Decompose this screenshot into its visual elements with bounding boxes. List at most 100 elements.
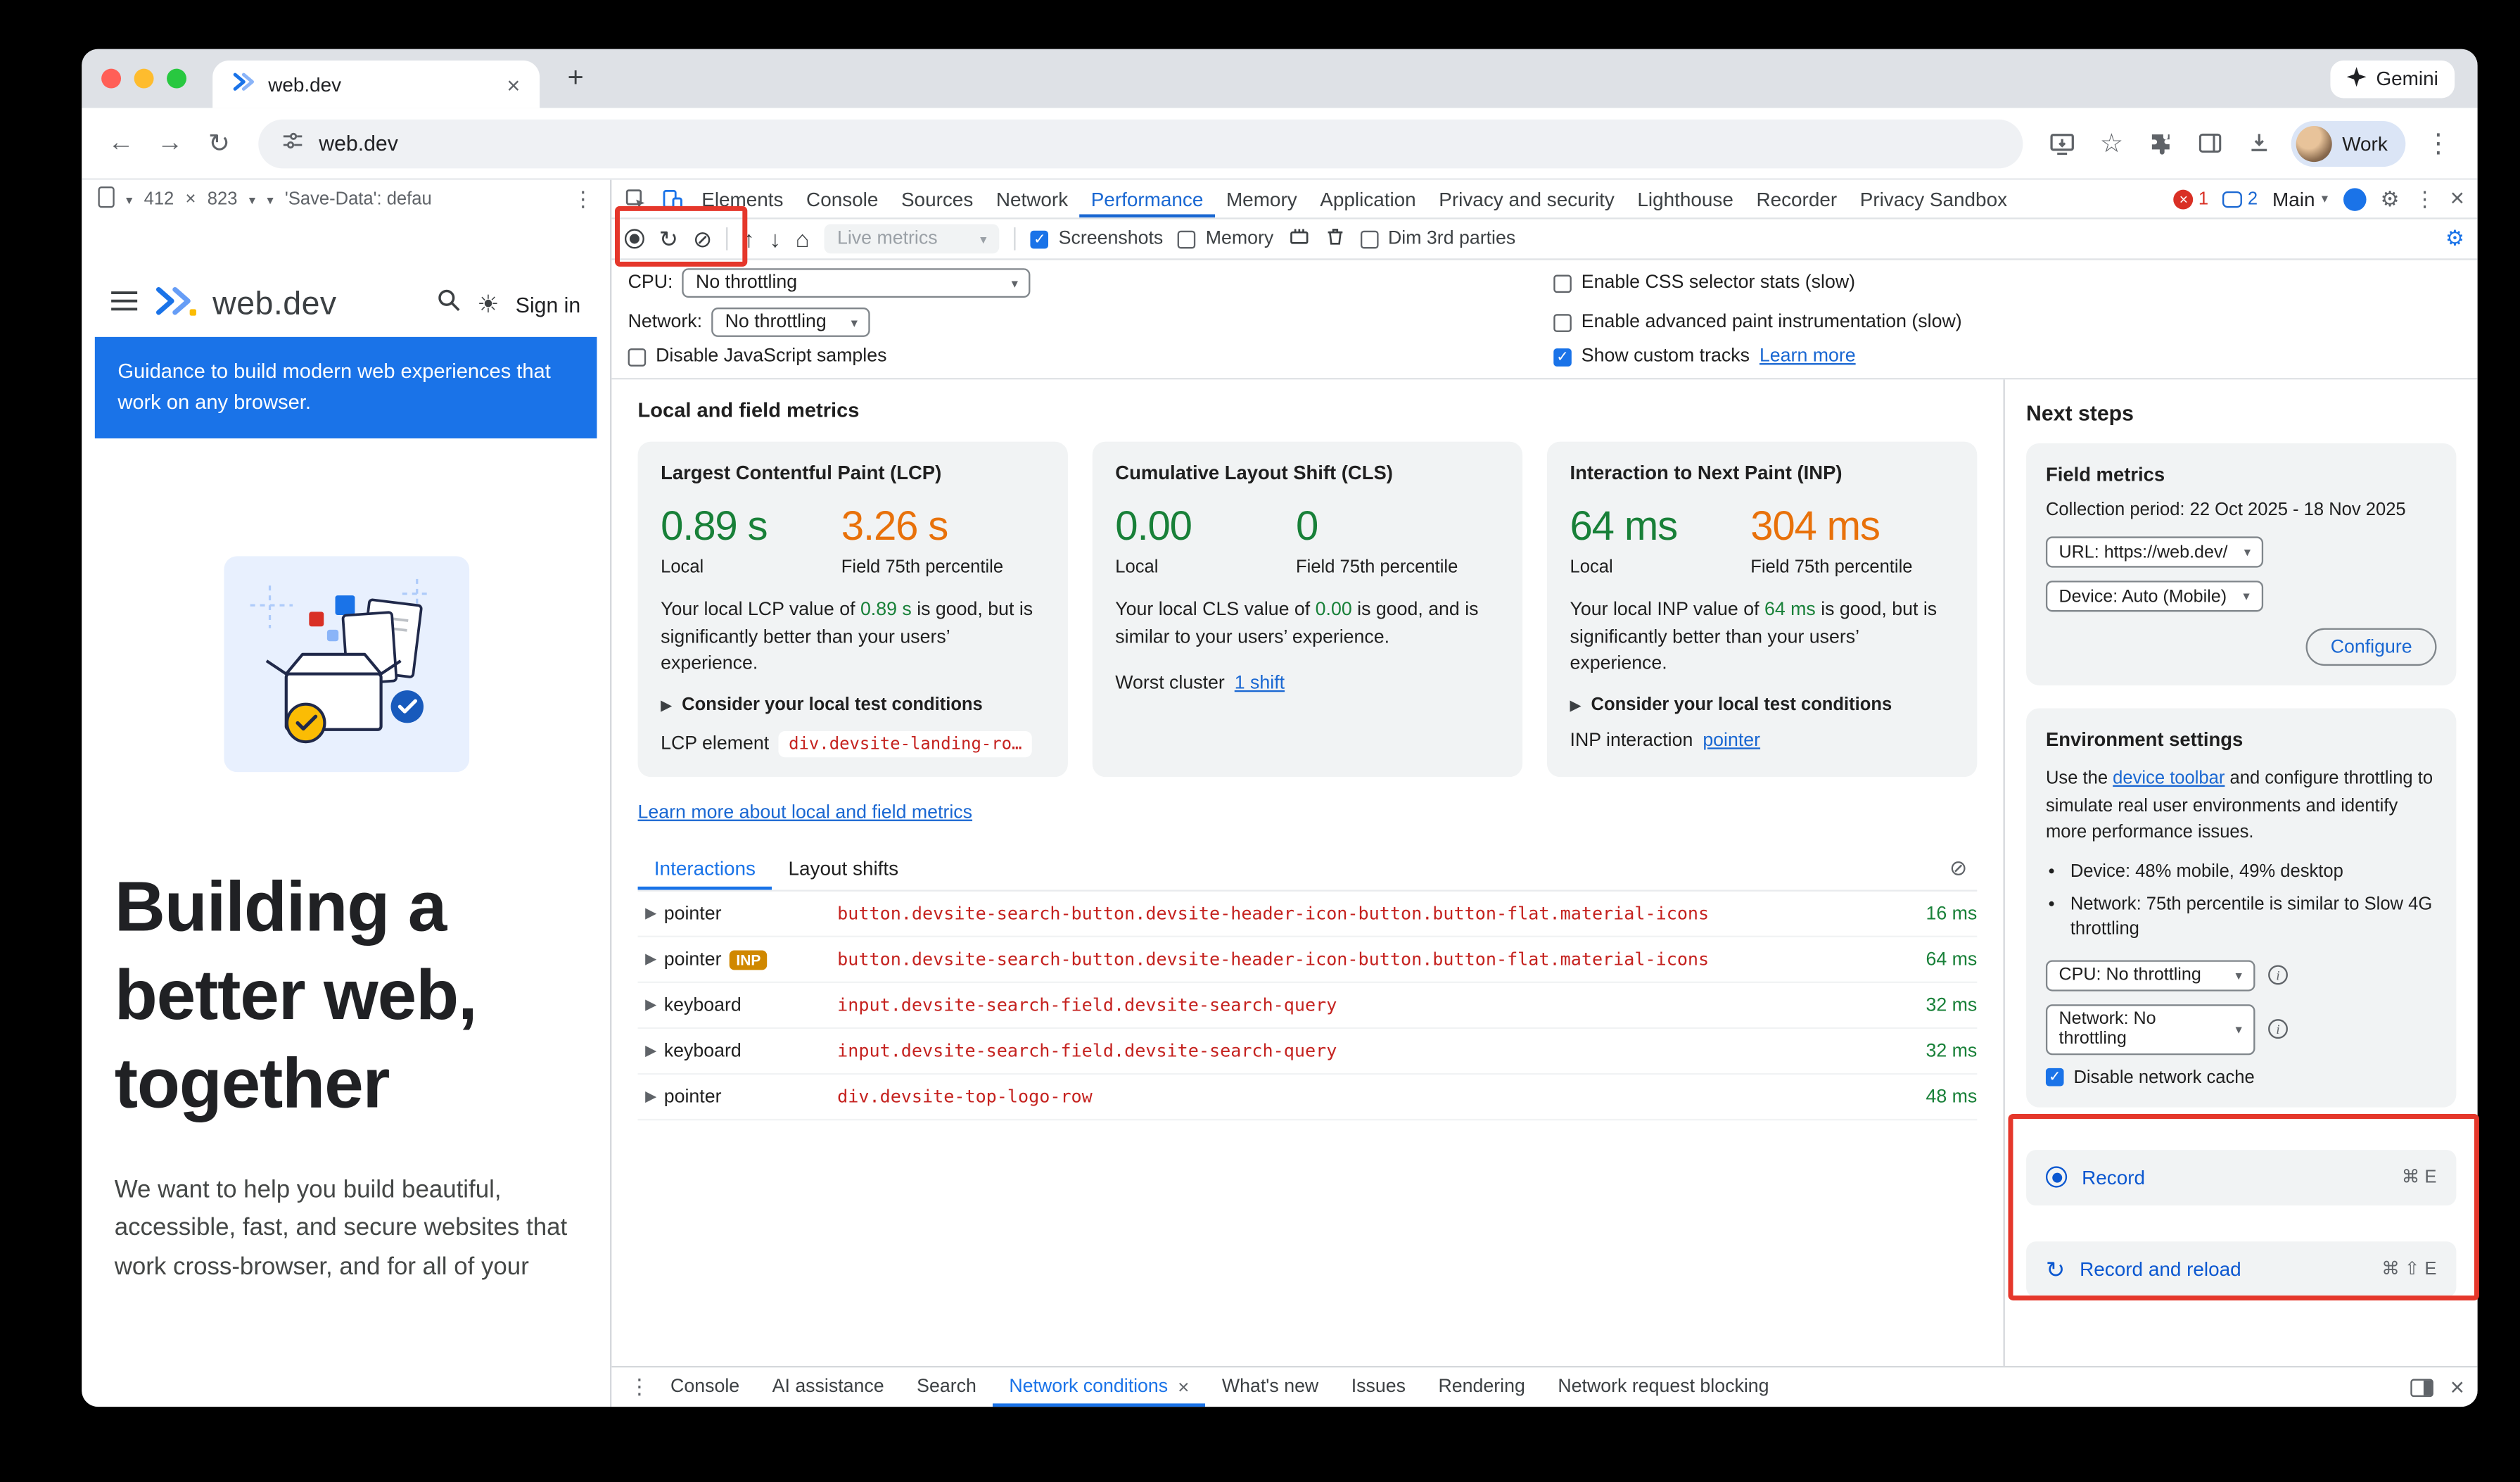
minimize-window-button[interactable] [134,68,154,89]
interaction-row[interactable]: ▶ keyboard input.devsite-search-field.de… [637,1029,1978,1075]
context-selector[interactable]: Main ▾ [2272,187,2329,210]
tab-privacy-security[interactable]: Privacy and security [1439,187,1615,210]
worst-cluster-link[interactable]: 1 shift [1234,674,1285,695]
inp-interaction-link[interactable]: pointer [1703,731,1761,751]
expand-caret-icon[interactable]: ▶ [645,904,657,921]
interaction-selector[interactable]: button.devsite-search-button.devsite-hea… [837,949,1710,970]
screenshots-checkbox[interactable]: Screenshots [1031,229,1163,248]
disable-js-samples-checkbox[interactable]: Disable JavaScript samples [628,347,886,367]
heap-icon[interactable] [1288,226,1309,252]
interaction-selector[interactable]: input.devsite-search-field.devsite-searc… [837,994,1337,1016]
device-select-icon[interactable] [98,186,115,213]
devtools-profile-icon[interactable] [2343,187,2366,210]
search-icon[interactable] [436,288,461,320]
promo-banner[interactable]: Guidance to build modern web experiences… [94,336,597,438]
extensions-puzzle-icon[interactable] [2138,120,2184,166]
lcp-element-link[interactable]: div.devsite-landing-row-ite… [779,731,1033,758]
downloads-icon[interactable] [2236,120,2282,166]
drawer-tab-console[interactable]: Console [670,1377,740,1398]
interaction-row[interactable]: ▶ pointer INP button.devsite-search-butt… [637,937,1978,984]
reload-button[interactable]: ↻ [208,129,231,158]
issues-badge[interactable]: 2 [2222,189,2258,208]
network-throttling-select[interactable]: No throttling ▾ [712,308,871,337]
device-toolbar-link[interactable]: device toolbar [2113,768,2225,789]
css-selector-stats-checkbox[interactable]: Enable CSS selector stats (slow) [1553,273,1855,293]
lcp-test-conditions-expander[interactable]: ▶ Consider your local test conditions [661,695,983,715]
new-tab-button[interactable]: + [567,62,584,94]
inp-test-conditions-expander[interactable]: ▶ Consider your local test conditions [1570,695,1892,715]
viewport-width[interactable]: 412 [144,189,174,210]
drawer-tab-search[interactable]: Search [917,1377,976,1398]
tab-console[interactable]: Console [806,187,879,210]
drawer-tab-issues[interactable]: Issues [1351,1377,1406,1398]
sidebar-network-throttling-select[interactable]: Network: No throttling ▾ [2045,1003,2255,1055]
browser-tab[interactable]: web.dev × [212,61,540,108]
devtools-settings-gear-icon[interactable]: ⚙ [2380,185,2400,210]
tab-lighthouse[interactable]: Lighthouse [1637,187,1733,210]
profile-chip[interactable]: Work [2291,120,2406,166]
side-panel-icon[interactable] [2187,120,2232,166]
webdev-logo-icon[interactable] [154,284,196,324]
tab-memory[interactable]: Memory [1226,187,1297,210]
view-select[interactable]: Live metrics ▾ [824,224,1000,254]
clear-icon[interactable]: ⊘ [692,225,713,252]
forward-button[interactable]: → [157,128,184,156]
disable-network-cache-checkbox[interactable]: Disable network cache [2045,1068,2437,1087]
close-window-button[interactable] [101,68,122,89]
install-icon[interactable] [2039,120,2085,166]
drawer-tab-network-conditions[interactable]: Network conditions × [993,1367,1206,1407]
interaction-row[interactable]: ▶ keyboard input.devsite-search-field.de… [637,983,1978,1030]
show-custom-tracks-checkbox[interactable]: Show custom tracks [1553,347,1750,367]
close-drawer-icon[interactable]: × [2450,1373,2465,1401]
tab-close-icon[interactable]: × [507,71,521,98]
tab-application[interactable]: Application [1320,187,1416,210]
cpu-info-icon[interactable]: i [2268,965,2288,985]
cpu-throttling-select[interactable]: No throttling ▾ [682,268,1031,298]
devtools-close-icon[interactable]: × [2450,184,2465,213]
viewport-height[interactable]: 823 [207,189,238,210]
network-info-icon[interactable]: i [2268,1019,2288,1039]
device-toolbar-menu-icon[interactable]: ⋮ [572,186,594,211]
devtools-menu-icon[interactable]: ⋮ [2414,185,2436,210]
error-badge[interactable]: × 1 [2173,189,2208,209]
hamburger-menu-icon[interactable] [111,289,138,319]
configure-button[interactable]: Configure [2305,628,2437,666]
live-metrics-home-icon[interactable]: ⌂ [795,225,810,252]
browser-menu-icon[interactable]: ⋮ [2425,129,2452,158]
drawer-tab-whats-new[interactable]: What's new [1221,1377,1319,1398]
metrics-learn-more-link[interactable]: Learn more about local and field metrics [637,803,973,823]
paint-instrumentation-checkbox[interactable]: Enable advanced paint instrumentation (s… [1553,312,1962,332]
record-button[interactable]: Record ⌘ E [2026,1149,2457,1205]
save-profile-icon[interactable]: ↓ [769,225,781,252]
tab-interactions[interactable]: Interactions [638,846,772,890]
record-and-reload-icon[interactable]: ↻ [658,225,679,252]
tab-performance[interactable]: Performance [1079,180,1214,217]
tab-privacy-sandbox[interactable]: Privacy Sandbox [1859,187,2008,210]
interaction-row[interactable]: ▶ pointer div.devsite-top-logo-row 48 ms [637,1075,1978,1121]
dim-third-parties-checkbox[interactable]: Dim 3rd parties [1360,229,1515,248]
tab-sources[interactable]: Sources [901,187,974,210]
field-url-select[interactable]: URL: https://web.dev/▾ [2045,536,2264,568]
zoom-select-caret-icon[interactable]: ▾ [248,192,256,208]
drawer-tab-network-request-blocking[interactable]: Network request blocking [1558,1377,1769,1398]
record-and-reload-button[interactable]: ↻ Record and reload ⌘ ⇧ E [2026,1241,2457,1297]
custom-tracks-learn-more-link[interactable]: Learn more [1759,346,1856,367]
inspect-element-icon[interactable] [618,180,654,217]
throttle-select-caret-icon[interactable]: ▾ [267,192,274,208]
sign-in-link[interactable]: Sign in [515,291,581,317]
clear-log-icon[interactable]: ⊘ [1949,854,1968,880]
sidebar-cpu-throttling-select[interactable]: CPU: No throttling ▾ [2045,959,2255,991]
back-button[interactable]: ← [108,128,134,156]
site-settings-icon[interactable] [281,129,305,158]
interaction-selector[interactable]: button.devsite-search-button.devsite-hea… [837,903,1710,925]
expand-caret-icon[interactable]: ▶ [645,950,657,967]
bookmark-star-icon[interactable]: ☆ [2099,129,2124,158]
device-toolbar-toggle-icon[interactable] [654,180,690,217]
device-select-caret-icon[interactable]: ▾ [125,192,133,208]
interaction-selector[interactable]: input.devsite-search-field.devsite-searc… [837,1040,1337,1062]
interaction-row[interactable]: ▶ pointer button.devsite-search-button.d… [637,892,1978,937]
close-drawer-tab-icon[interactable]: × [1178,1375,1190,1399]
capture-settings-gear-icon[interactable]: ⚙ [2445,225,2465,251]
tab-recorder[interactable]: Recorder [1756,187,1838,210]
drawer-tab-ai-assistance[interactable]: AI assistance [772,1377,884,1398]
